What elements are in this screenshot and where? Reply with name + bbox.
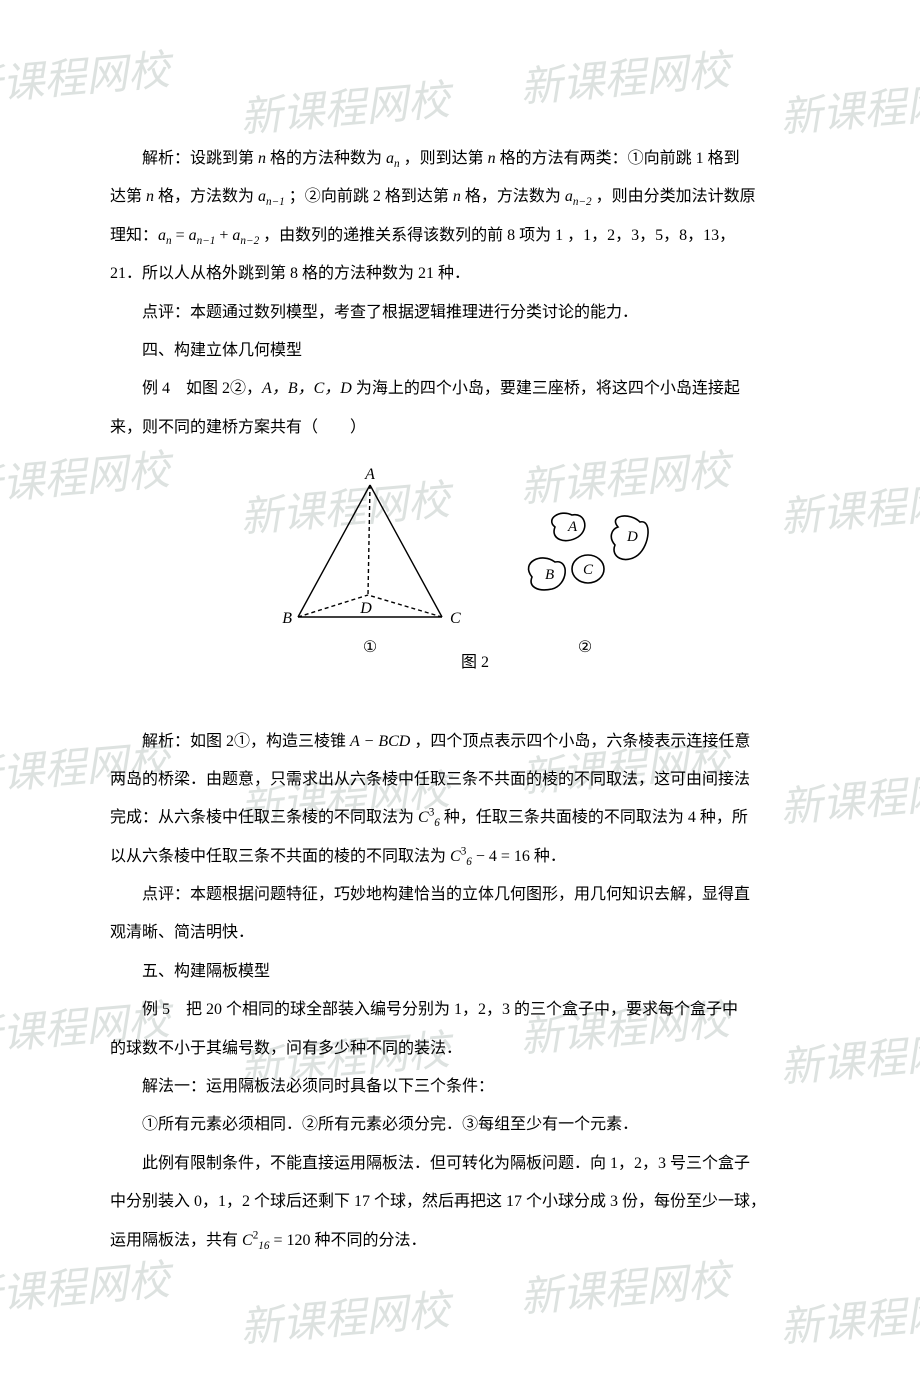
plus: + bbox=[215, 227, 232, 244]
paragraph-18: 解法一：运用隔板法必须同时具备以下三个条件： bbox=[110, 1068, 810, 1106]
vars: A，B，C，D bbox=[262, 380, 352, 397]
var-a: a bbox=[258, 188, 266, 205]
paragraph-22: 运用隔板法，共有 C216 = 120 种不同的分法． bbox=[110, 1222, 810, 1260]
subscript: n−1 bbox=[266, 197, 285, 209]
text: ， bbox=[246, 380, 262, 397]
text: 所有元素必须相同． bbox=[158, 1116, 302, 1133]
paragraph-1: 解析：设跳到第 n 格的方法种数为 an ，则到达第 n 格的方法有两类：①向前… bbox=[110, 140, 810, 178]
circled-2: ② bbox=[230, 380, 246, 397]
subscript: 16 bbox=[258, 1240, 269, 1252]
text: ，构造三棱锥 bbox=[250, 733, 350, 750]
circled-3: ③ bbox=[462, 1116, 478, 1133]
text: 所有元素必须分完． bbox=[318, 1116, 462, 1133]
svg-text:A: A bbox=[364, 467, 375, 483]
subscript: n−2 bbox=[573, 197, 592, 209]
paragraph-11: 完成：从六条棱中任取三条棱的不同取法为 C36 种，任取三条共面棱的不同取法为 … bbox=[110, 799, 810, 837]
paragraph-16: 例 5 把 20 个相同的球全部装入编号分别为 1，2，3 的三个盒子中，要求每… bbox=[110, 991, 810, 1029]
text: 每组至少有一个元素． bbox=[478, 1116, 638, 1133]
text: 运用隔板法，共有 bbox=[110, 1232, 242, 1249]
watermark-text: 新课程网校 bbox=[776, 1261, 920, 1380]
circled-1: ① bbox=[142, 1116, 158, 1133]
var-a: a bbox=[565, 188, 573, 205]
var-n: n bbox=[453, 188, 461, 205]
figure-svg: A B C D ① A B C D ② 图 2 bbox=[250, 467, 670, 677]
svg-text:①: ① bbox=[363, 639, 377, 656]
figure-caption: 图 2 bbox=[461, 654, 489, 671]
text: 向前跳 1 格到 bbox=[644, 150, 740, 167]
text: ，由数列的递推关系得该数列的前 8 项为 1 ，1，2，3，5，8，13， bbox=[259, 227, 735, 244]
paragraph-8: 来，则不同的建桥方案共有（ ） bbox=[110, 409, 810, 447]
circled-1: ① bbox=[234, 733, 250, 750]
var-C: C bbox=[418, 809, 429, 826]
text: 以从六条棱中任取三条不共面的棱的不同取法为 bbox=[110, 848, 450, 865]
var-n: n bbox=[146, 188, 154, 205]
eq: = bbox=[172, 227, 189, 244]
heading-5: 五、构建隔板模型 bbox=[110, 953, 810, 991]
text: 达第 bbox=[110, 188, 146, 205]
paragraph-19: ①所有元素必须相同．②所有元素必须分完．③每组至少有一个元素． bbox=[110, 1106, 810, 1144]
text: = 120 种不同的分法． bbox=[269, 1232, 426, 1249]
text: 格的方法有两类： bbox=[496, 150, 628, 167]
circled-1: ① bbox=[628, 150, 644, 167]
paragraph-13: 点评：本题根据问题特征，巧妙地构建恰当的立体几何图形，用几何知识去解，显得直 bbox=[110, 876, 810, 914]
svg-text:B: B bbox=[545, 567, 554, 583]
text: ，四个顶点表示四个小岛，六条棱表示连接任意 bbox=[410, 733, 750, 750]
text: ，则由分类加法计数原 bbox=[592, 188, 756, 205]
svg-text:D: D bbox=[626, 529, 638, 545]
subscript: n−2 bbox=[240, 235, 259, 247]
circled-2: ② bbox=[302, 1116, 318, 1133]
text: 向前跳 2 格到达第 bbox=[321, 188, 453, 205]
var-n: n bbox=[258, 150, 266, 167]
text: 解析：如图 2 bbox=[142, 733, 234, 750]
text: 为海上的四个小岛，要建三座桥，将这四个小岛连接起 bbox=[352, 380, 740, 397]
var-n: n bbox=[488, 150, 496, 167]
paragraph-20: 此例有限制条件，不能直接运用隔板法．但可转化为隔板问题．向 1，2，3 号三个盒… bbox=[110, 1145, 810, 1183]
figure-2: A B C D ① A B C D ② 图 2 bbox=[110, 467, 810, 692]
paragraph-10: 两岛的桥梁．由题意，只需求出从六条棱中任取三条不共面的棱的不同取法，这可由间接法 bbox=[110, 761, 810, 799]
paragraph-12: 以从六条棱中任取三条不共面的棱的不同取法为 C36 − 4 = 16 种． bbox=[110, 838, 810, 876]
paragraph-5: 点评：本题通过数列模型，考查了根据逻辑推理进行分类讨论的能力． bbox=[110, 294, 810, 332]
text: 解析：设跳到第 bbox=[142, 150, 258, 167]
svg-text:C: C bbox=[450, 610, 461, 627]
svg-text:B: B bbox=[282, 610, 292, 627]
paragraph-14: 观清晰、简洁明快． bbox=[110, 914, 810, 952]
text: 格的方法种数为 bbox=[266, 150, 386, 167]
watermark-text: 新课程网校 bbox=[516, 21, 734, 140]
text: 理知： bbox=[110, 227, 158, 244]
paragraph-17: 的球数不小于其编号数，问有多少种不同的装法． bbox=[110, 1030, 810, 1068]
paragraph-21: 中分别装入 0，1，2 个球后还剩下 17 个球，然后再把这 17 个小球分成 … bbox=[110, 1183, 810, 1221]
svg-text:A: A bbox=[567, 519, 578, 535]
text: − 4 = 16 种． bbox=[472, 848, 566, 865]
circled-2: ② bbox=[305, 188, 321, 205]
paragraph-7: 例 4 如图 2②，A，B，C，D 为海上的四个小岛，要建三座桥，将这四个小岛连… bbox=[110, 370, 810, 408]
text: ，则到达第 bbox=[400, 150, 488, 167]
watermark-text: 新课程网校 bbox=[236, 1261, 454, 1380]
var-a: a bbox=[386, 150, 394, 167]
text: ； bbox=[285, 188, 305, 205]
var-C: C bbox=[242, 1232, 253, 1249]
expr: A − BCD bbox=[350, 733, 410, 750]
document-body: 解析：设跳到第 n 格的方法种数为 an ，则到达第 n 格的方法有两类：①向前… bbox=[110, 140, 810, 1260]
paragraph-3: 理知：an = an−1 + an−2 ，由数列的递推关系得该数列的前 8 项为… bbox=[110, 217, 810, 255]
paragraph-4: 21．所以人从格外跳到第 8 格的方法种数为 21 种． bbox=[110, 255, 810, 293]
watermark-text: 新课程网校 bbox=[0, 21, 174, 140]
heading-4: 四、构建立体几何模型 bbox=[110, 332, 810, 370]
subscript: n−1 bbox=[197, 235, 216, 247]
paragraph-2: 达第 n 格，方法数为 an−1 ；②向前跳 2 格到达第 n 格，方法数为 a… bbox=[110, 178, 810, 216]
var-C: C bbox=[450, 848, 461, 865]
text: 种，任取三条共面棱的不同取法为 4 种，所 bbox=[440, 809, 748, 826]
paragraph-9: 解析：如图 2①，构造三棱锥 A − BCD ，四个顶点表示四个小岛，六条棱表示… bbox=[110, 723, 810, 761]
svg-text:D: D bbox=[359, 600, 372, 617]
text: 格，方法数为 bbox=[154, 188, 258, 205]
text: 格，方法数为 bbox=[461, 188, 565, 205]
var-a: a bbox=[189, 227, 197, 244]
svg-text:C: C bbox=[583, 562, 594, 578]
text: 例 4 如图 2 bbox=[142, 380, 230, 397]
text: 完成：从六条棱中任取三条棱的不同取法为 bbox=[110, 809, 418, 826]
var-a: a bbox=[158, 227, 166, 244]
svg-text:②: ② bbox=[578, 639, 592, 656]
